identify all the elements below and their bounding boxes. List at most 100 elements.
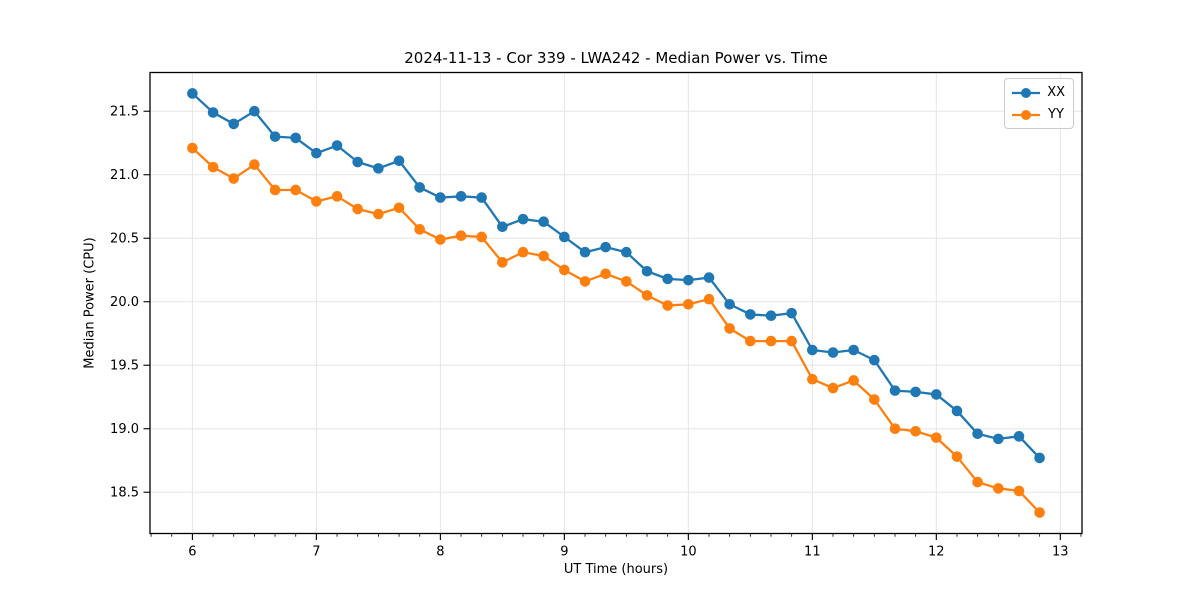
data-point-xx [559, 231, 570, 243]
chart-title: 2024-11-13 - Cor 339 - LWA242 - Median P… [404, 49, 828, 67]
x-axis-label: UT Time (hours) [563, 562, 669, 577]
data-point-xx [703, 272, 715, 283]
data-point-yy [559, 264, 570, 276]
data-point-xx [1013, 431, 1025, 442]
data-point-yy [352, 203, 363, 215]
data-point-yy [331, 191, 343, 202]
data-point-xx [827, 347, 839, 358]
data-point-yy [786, 335, 797, 347]
data-point-yy [269, 184, 281, 196]
data-point-xx [662, 273, 673, 285]
x-tick-label: 6 [188, 545, 196, 560]
data-point-yy [579, 276, 591, 287]
y-tick-label: 19.0 [110, 422, 139, 437]
data-point-yy [228, 173, 239, 184]
y-tick-label: 21.5 [110, 105, 139, 120]
data-point-yy [683, 298, 694, 310]
data-point-yy [1034, 507, 1045, 518]
data-point-xx [745, 309, 756, 320]
legend-item-yy: YY [1011, 106, 1065, 123]
data-point-yy [373, 208, 384, 220]
y-tick-label: 19.5 [110, 359, 139, 374]
data-point-yy [393, 202, 405, 214]
data-point-xx [600, 241, 611, 253]
data-point-yy [993, 483, 1004, 494]
data-point-xx [683, 274, 694, 286]
data-point-yy [1013, 485, 1025, 497]
data-point-yy [662, 300, 673, 311]
data-point-yy [641, 290, 653, 301]
data-point-yy [249, 159, 260, 170]
legend-marker-icon [1012, 87, 1040, 98]
data-point-xx [786, 307, 797, 319]
data-point-xx [621, 246, 632, 258]
data-point-yy [455, 230, 467, 241]
data-point-xx [517, 213, 529, 225]
legend: XX YY [1004, 78, 1074, 129]
data-point-yy [910, 425, 921, 437]
data-point-yy [827, 382, 839, 394]
data-point-xx [331, 140, 343, 151]
data-point-xx [311, 147, 322, 159]
data-point-xx [910, 386, 921, 398]
data-point-yy [724, 323, 735, 334]
legend-label: YY [1048, 107, 1064, 122]
data-point-xx [972, 428, 983, 440]
data-point-xx [931, 389, 942, 400]
x-tick-label: 12 [928, 545, 945, 560]
x-tick-label: 11 [804, 545, 821, 560]
data-point-yy [290, 184, 301, 196]
y-tick-label: 20.5 [110, 232, 139, 247]
data-point-xx [765, 310, 777, 321]
data-point-xx [807, 344, 818, 356]
data-point-yy [745, 335, 756, 347]
data-point-xx [848, 344, 859, 356]
plot-frame [149, 71, 1083, 535]
data-point-yy [889, 423, 901, 435]
legend-marker-icon [1012, 109, 1040, 120]
data-point-yy [931, 432, 942, 443]
data-point-xx [207, 107, 219, 118]
series-line-xx [191, 92, 1041, 459]
data-point-xx [187, 88, 198, 99]
data-point-xx [352, 156, 363, 168]
data-point-xx [373, 163, 384, 174]
data-point-yy [869, 394, 880, 405]
data-point-xx [538, 216, 549, 228]
data-point-xx [455, 191, 467, 202]
data-point-xx [249, 105, 260, 117]
y-axis-label: Median Power (CPU) [82, 237, 98, 369]
data-point-xx [869, 354, 880, 366]
data-point-yy [187, 142, 198, 154]
data-point-yy [951, 451, 963, 462]
data-point-xx [579, 246, 591, 258]
data-point-xx [269, 131, 281, 142]
data-point-yy [807, 373, 818, 385]
data-point-yy [600, 268, 611, 280]
x-tick-label: 9 [560, 545, 568, 560]
data-point-xx [393, 155, 405, 167]
data-point-xx [993, 433, 1004, 445]
data-point-yy [621, 276, 632, 287]
data-point-xx [497, 221, 508, 233]
data-point-yy [311, 196, 322, 207]
data-point-xx [435, 192, 446, 203]
data-point-xx [476, 192, 487, 203]
x-tick-label: 8 [436, 545, 444, 560]
data-point-yy [207, 161, 219, 173]
data-point-yy [972, 476, 983, 488]
x-tick-label: 10 [680, 545, 697, 560]
data-point-xx [228, 118, 239, 130]
data-point-yy [703, 293, 715, 305]
y-tick-label: 18.5 [110, 486, 139, 501]
legend-item-xx: XX [1011, 84, 1065, 101]
data-point-xx [414, 182, 425, 193]
legend-label: XX [1047, 85, 1065, 100]
data-point-xx [951, 405, 963, 417]
data-point-yy [848, 375, 859, 386]
data-point-xx [1034, 452, 1045, 464]
data-point-yy [476, 231, 487, 243]
data-point-yy [414, 224, 425, 235]
